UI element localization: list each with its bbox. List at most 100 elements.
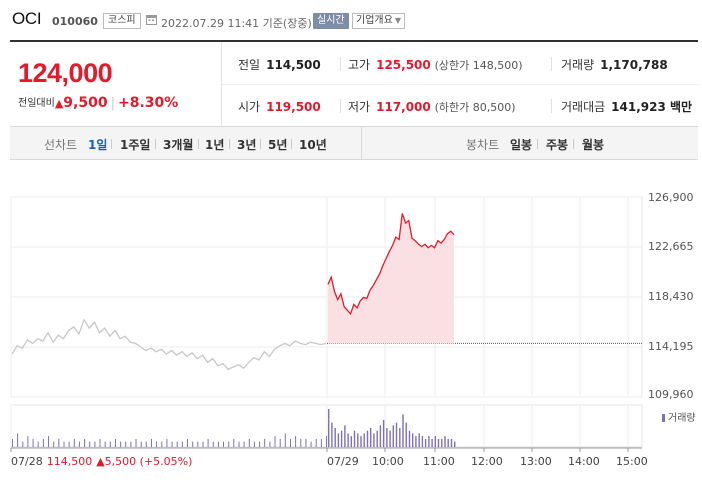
company-info-dropdown[interactable]: 기업개요 ▼ — [352, 13, 405, 29]
volume-bar — [418, 433, 420, 447]
market-badge: 코스피 — [103, 13, 141, 29]
stat-value: 141,923 백만 — [611, 100, 693, 114]
volume-bar — [223, 441, 224, 447]
volume-bar — [428, 436, 430, 447]
stat-note: (상한가 148,500) — [434, 59, 523, 72]
volume-bar — [454, 441, 456, 447]
tab-1d[interactable]: 1일 — [88, 138, 108, 152]
tab-5y[interactable]: 5년 — [268, 138, 288, 152]
price-chart[interactable] — [0, 160, 702, 482]
volume-bar — [376, 430, 378, 447]
volume-bar — [350, 436, 352, 447]
volume-bar — [17, 433, 19, 447]
x-tick-label: 15:00 — [616, 455, 648, 468]
volume-bar — [290, 438, 291, 447]
volume-bar — [176, 441, 178, 447]
volume-bar — [243, 441, 245, 447]
volume-bar — [386, 428, 388, 447]
change-percent: +8.30% — [117, 95, 179, 111]
today-area-fill — [328, 213, 454, 344]
y-tick-label: 118,430 — [648, 290, 694, 303]
y-tick-label: 114,195 — [648, 340, 694, 353]
volume-bar — [48, 436, 49, 447]
volume-bar — [326, 436, 327, 447]
tab-10y[interactable]: 10년 — [299, 138, 327, 152]
stat-open: 시가 119,500 — [238, 98, 321, 115]
volume-bar — [279, 438, 281, 447]
stat-label: 거래량 — [561, 58, 595, 72]
stat-high: 고가 125,500 (상한가 148,500) — [348, 56, 523, 73]
price-summary: 124,000 전일대비▲9,500 | +8.30% — [10, 42, 222, 126]
stat-value: 125,500 — [376, 58, 431, 72]
divider — [155, 139, 156, 149]
x-tick-label: 10:00 — [372, 455, 404, 468]
stat-amount: 거래대금 141,923 백만 — [561, 98, 692, 115]
stat-prev-close: 전일 114,500 — [238, 56, 321, 73]
stat-value: 114,500 — [266, 58, 321, 72]
tab-weekly[interactable]: 주봉 — [546, 138, 569, 152]
stat-label: 시가 — [238, 100, 261, 114]
volume-bar — [84, 438, 86, 447]
volume-bar — [78, 441, 80, 447]
volume-bar — [63, 441, 65, 447]
x-tick-label: 13:00 — [520, 455, 552, 468]
divider — [537, 139, 538, 149]
volume-bar — [395, 422, 398, 447]
tab-daily[interactable]: 일봉 — [510, 138, 533, 152]
x-tick-label: 12:00 — [471, 455, 503, 468]
volume-bar — [337, 433, 340, 447]
stat-label: 전일 — [238, 58, 261, 72]
divider — [573, 139, 574, 149]
volume-bars — [12, 409, 456, 447]
volume-bar — [379, 425, 382, 447]
change-amount: 9,500 — [63, 95, 108, 111]
price-change: 전일대비▲9,500 | +8.30% — [18, 94, 178, 111]
divider — [260, 139, 261, 149]
caret-down-icon: ▼ — [394, 16, 401, 25]
volume-bar — [248, 438, 250, 447]
divider — [222, 84, 698, 85]
volume-swatch — [662, 414, 665, 422]
volume-bar — [94, 441, 96, 447]
stock-code: 010060 — [52, 15, 98, 28]
volume-bar — [284, 433, 286, 447]
prev-day-footer: 07/28 114,500 ▲5,500 (+5.05%) — [11, 455, 192, 468]
line-chart-label: 선차트 — [44, 138, 78, 152]
volume-bar — [238, 441, 240, 447]
volume-bar — [269, 441, 271, 447]
volume-bar — [310, 441, 312, 447]
volume-bar — [415, 436, 417, 447]
tab-1y[interactable]: 1년 — [205, 138, 225, 152]
stock-header: OCI 010060 코스피 2022.07.29 11:41 기준(장중) 실… — [0, 0, 702, 40]
volume-bar — [382, 419, 385, 447]
volume-bar — [166, 438, 168, 447]
stat-value: 117,000 — [376, 100, 431, 114]
volume-bar — [305, 438, 307, 447]
stat-value: 1,170,788 — [600, 58, 668, 72]
realtime-button[interactable]: 실시간 — [313, 13, 349, 29]
volume-bar — [315, 438, 317, 447]
tab-1w[interactable]: 1주일 — [120, 138, 151, 152]
tab-monthly[interactable]: 월봉 — [582, 138, 605, 152]
divider — [340, 99, 341, 113]
up-triangle-icon: ▲ — [54, 97, 64, 110]
tab-3y[interactable]: 3년 — [237, 138, 257, 152]
volume-bar — [12, 438, 13, 447]
divider — [111, 139, 112, 149]
divider — [291, 139, 292, 149]
volume-bar — [99, 438, 101, 447]
volume-bar — [109, 441, 111, 447]
volume-bar — [145, 441, 147, 447]
tab-3m[interactable]: 3개월 — [163, 138, 194, 152]
header-divider — [10, 40, 698, 42]
volume-bar — [450, 438, 453, 447]
x-tick-label: 14:00 — [568, 455, 600, 468]
volume-bar — [357, 433, 359, 447]
volume-bar — [402, 414, 404, 447]
volume-bar — [58, 438, 60, 447]
today-area — [327, 213, 455, 344]
company-info-label: 기업개요 — [356, 15, 393, 26]
volume-bar — [22, 441, 24, 447]
volume-bar — [370, 428, 372, 447]
volume-bar — [344, 425, 346, 447]
